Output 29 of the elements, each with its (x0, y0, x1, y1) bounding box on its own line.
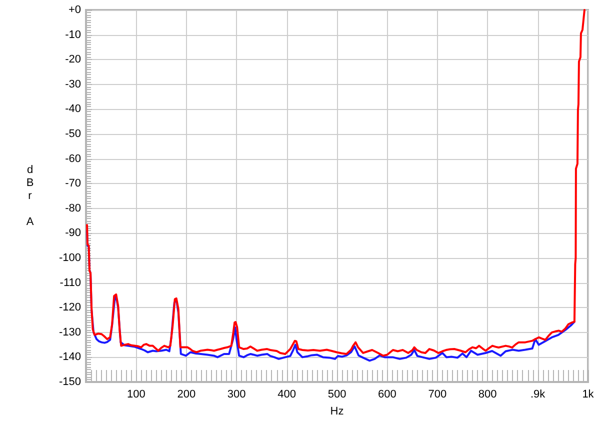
x-tick-label: 300 (227, 388, 246, 400)
x-tick-label: 800 (478, 388, 497, 400)
y-tick-label: -100 (58, 252, 81, 264)
y-tick-label: -10 (65, 28, 81, 41)
y-tick-label: -110 (60, 276, 81, 289)
x-tick-label: 700 (428, 388, 447, 400)
x-tick-label: 500 (328, 388, 346, 400)
x-axis-title: Hz (330, 406, 344, 418)
x-tick-label: 200 (177, 388, 196, 400)
y-tick-label: -40 (65, 103, 81, 116)
y-tick-label: -140 (58, 351, 81, 364)
y-tick-label: -80 (65, 202, 81, 214)
y-tick-label: -70 (65, 178, 81, 190)
y-tick-label: -60 (65, 152, 81, 165)
y-tick-label: -30 (65, 78, 81, 90)
line-series (86, 9, 586, 357)
y-tick-label: -90 (65, 227, 81, 240)
y-tick-label: -50 (65, 128, 81, 140)
x-tick-label: 100 (127, 388, 146, 400)
y-tick-label: -150 (58, 376, 81, 388)
x-tick-label: .9k (530, 388, 546, 400)
text: dBr A (26, 164, 34, 228)
y-tick-label: +0 (68, 4, 81, 16)
x-tick-label: 400 (278, 388, 296, 400)
y-tick-label: -120 (58, 302, 81, 314)
x-tick-label: 1k (582, 388, 594, 400)
x-tick-label: 600 (378, 388, 396, 400)
y-tick-label: -130 (58, 326, 81, 338)
y-tick-label: -20 (65, 54, 81, 66)
